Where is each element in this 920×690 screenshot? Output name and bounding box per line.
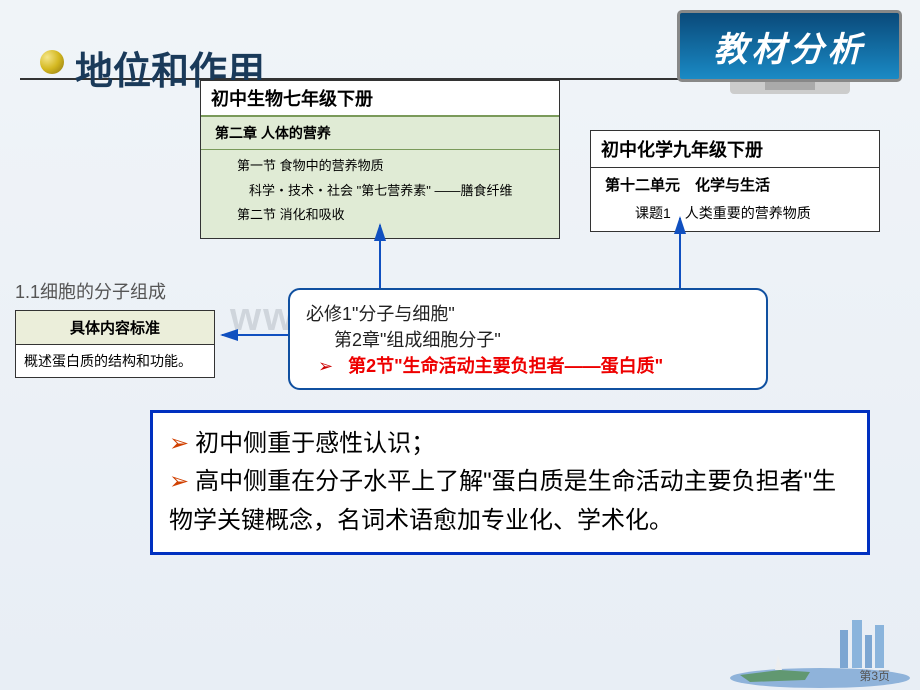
bullet-icon [40, 50, 64, 74]
bio-content: 第一节 食物中的营养物质 科学・技术・社会 "第七营养素" ——膳食纤维 第二节… [201, 150, 559, 238]
conclusion-box: ➢初中侧重于感性认识； ➢高中侧重在分子水平上了解"蛋白质是生命活动主要负担者"… [150, 410, 870, 555]
center-box: 必修1"分子与细胞" 第2章"组成细胞分子" ➢ 第2节"生命活动主要负担者——… [288, 288, 768, 390]
bio-chapter: 第二章 人体的营养 [201, 115, 559, 150]
center-l2: 第2章"组成细胞分子" [306, 326, 750, 352]
conclusion-p1: 初中侧重于感性认识； [195, 430, 435, 457]
arrow-icon: ➢ [169, 430, 189, 457]
arrow-icon: ➢ [169, 468, 189, 495]
cell-label: 1.1细胞的分子组成 [15, 278, 166, 304]
monitor-stand [730, 82, 850, 94]
center-l3: ➢ 第2节"生命活动主要负担者——蛋白质" [306, 352, 750, 378]
standard-header: 具体内容标准 [16, 311, 214, 345]
center-l3-text: 第2节"生命活动主要负担者——蛋白质" [348, 356, 663, 376]
bio-s1: 第一节 食物中的营养物质 [237, 154, 545, 179]
badge-monitor: 教材分析 [677, 10, 902, 105]
chemistry-box: 初中化学九年级下册 第十二单元 化学与生活 课题1 人类重要的营养物质 [590, 130, 880, 232]
bio-s2: 科学・技术・社会 "第七营养素" ——膳食纤维 [237, 179, 545, 204]
biology-box: 初中生物七年级下册 第二章 人体的营养 第一节 食物中的营养物质 科学・技术・社… [200, 80, 560, 239]
chem-title: 初中化学九年级下册 [591, 131, 879, 168]
conclusion-p1-row: ➢初中侧重于感性认识； [169, 425, 851, 463]
chem-topic: 课题1 人类重要的营养物质 [591, 201, 879, 231]
arrow-icon: ➢ [318, 356, 333, 376]
conclusion-p2-row: ➢高中侧重在分子水平上了解"蛋白质是生命活动主要负担者"生物学关键概念，名词术语… [169, 463, 851, 540]
page-number: 第3页 [859, 667, 890, 684]
bio-title: 初中生物七年级下册 [201, 81, 559, 115]
standard-box: 具体内容标准 概述蛋白质的结构和功能。 [15, 310, 215, 378]
chem-unit: 第十二单元 化学与生活 [591, 168, 879, 201]
footer-decoration [720, 600, 920, 690]
badge-screen: 教材分析 [677, 10, 902, 82]
center-l1: 必修1"分子与细胞" [306, 300, 750, 326]
standard-body: 概述蛋白质的结构和功能。 [16, 345, 214, 377]
conclusion-p2: 高中侧重在分子水平上了解"蛋白质是生命活动主要负担者"生物学关键概念，名词术语愈… [169, 468, 836, 533]
bio-s3: 第二节 消化和吸收 [237, 203, 545, 228]
